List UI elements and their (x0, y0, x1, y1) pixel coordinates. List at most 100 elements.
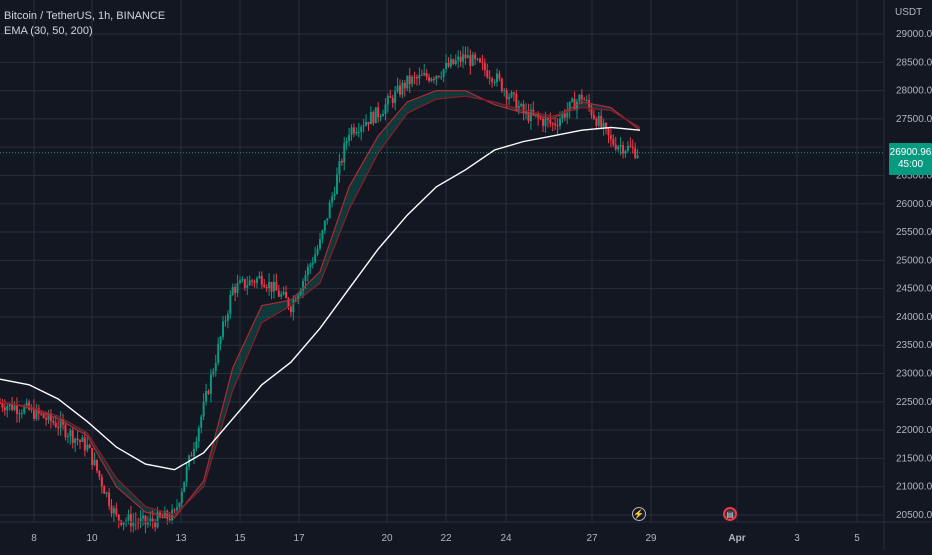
candle-body (481, 62, 484, 64)
candle-body (207, 391, 210, 394)
candle-body (614, 144, 617, 150)
candle-body (500, 78, 503, 92)
candle-body (544, 118, 547, 127)
candle-body (125, 520, 128, 523)
candle-body (190, 455, 193, 457)
candle-body (597, 115, 600, 126)
time-tick-label: 20 (381, 533, 393, 544)
candle-body (512, 92, 515, 95)
candle-body (277, 290, 280, 297)
candle-body (311, 262, 314, 265)
candle-body (103, 486, 106, 494)
price-tick-label: 21500.00 (896, 453, 932, 464)
price-tick-label: 24000.00 (896, 312, 932, 323)
candle-body (423, 72, 426, 76)
candle-body (580, 94, 583, 100)
candle-body (636, 155, 639, 158)
candle-body (1, 403, 4, 408)
candle-body (503, 90, 506, 92)
candle-body (229, 294, 232, 314)
candle-body (357, 131, 360, 133)
lightning-icon[interactable]: ⚡ (632, 507, 646, 521)
candle-body (168, 518, 171, 521)
candle-body (457, 56, 460, 61)
candle-body (98, 470, 101, 477)
candle-body (171, 509, 174, 521)
candle-body (54, 422, 57, 428)
candle-body (440, 76, 443, 78)
candle-body (241, 279, 244, 281)
candle-body (590, 106, 593, 116)
candle-body (479, 58, 481, 63)
candle-body (297, 295, 300, 302)
candle-body (491, 78, 494, 83)
flag-icon[interactable]: ▤ (723, 507, 737, 521)
candle-body (542, 118, 545, 127)
candle-body (239, 280, 241, 284)
candle-body (563, 113, 566, 118)
candle-body (108, 492, 111, 506)
candle-body (471, 54, 474, 66)
candle-body (549, 119, 552, 124)
candle-body (95, 459, 98, 471)
candle-body (260, 275, 263, 285)
candle-body (634, 148, 637, 158)
candle-body (352, 127, 355, 134)
candle-body (23, 406, 26, 414)
candle-body (212, 371, 215, 375)
candle-body (483, 63, 486, 71)
time-tick-label: 17 (293, 533, 305, 544)
time-tick-label: 13 (175, 533, 187, 544)
candle-body (517, 105, 520, 111)
candle-body (335, 174, 338, 194)
candle-body (449, 59, 452, 67)
price-tick-label: 22000.00 (896, 425, 932, 436)
grid (0, 0, 884, 522)
price-tick-label: 29000.00 (896, 29, 932, 40)
candle-body (365, 121, 368, 126)
candle-body (605, 123, 608, 128)
candle-body (110, 505, 113, 514)
candle-body (294, 299, 297, 302)
time-tick-label: 5 (854, 533, 860, 544)
candle-body (76, 438, 79, 441)
candle-body (120, 520, 123, 525)
candle-body (437, 75, 440, 77)
candle-body (406, 75, 409, 89)
candle-body (0, 402, 1, 404)
candle-body (25, 402, 28, 407)
candle-body (408, 75, 411, 85)
symbol-title[interactable]: Bitcoin / TetherUS, 1h, BINANCE (4, 10, 166, 22)
time-tick-label: 15 (234, 533, 246, 544)
candle-body (236, 283, 239, 293)
candle-body (265, 286, 268, 289)
candle-body (224, 320, 227, 322)
candle-body (243, 279, 246, 288)
candle-body (282, 291, 285, 295)
candle-body (231, 287, 234, 295)
candle-body (401, 82, 404, 95)
time-tick-label: 29 (645, 533, 657, 544)
candle-body (316, 248, 319, 255)
candle-body (602, 123, 605, 127)
candle-body (629, 145, 632, 147)
ema-cloud-area (0, 90, 640, 518)
time-tick-label: Apr (728, 533, 745, 544)
candle-body (214, 362, 217, 372)
candle-body (600, 115, 603, 127)
candle-body (275, 281, 278, 291)
candle-body (180, 491, 183, 504)
indicator-title[interactable]: EMA (30, 50, 200) (4, 25, 93, 37)
candle-body (622, 145, 625, 154)
candle-body (452, 59, 455, 64)
candle-body (195, 441, 198, 449)
candle-body (71, 430, 74, 444)
candle-body (442, 69, 445, 77)
candle-body (578, 94, 581, 102)
candle-body (280, 294, 283, 297)
candle-body (430, 78, 433, 81)
candle-body (559, 118, 561, 126)
candle-body (515, 94, 518, 111)
